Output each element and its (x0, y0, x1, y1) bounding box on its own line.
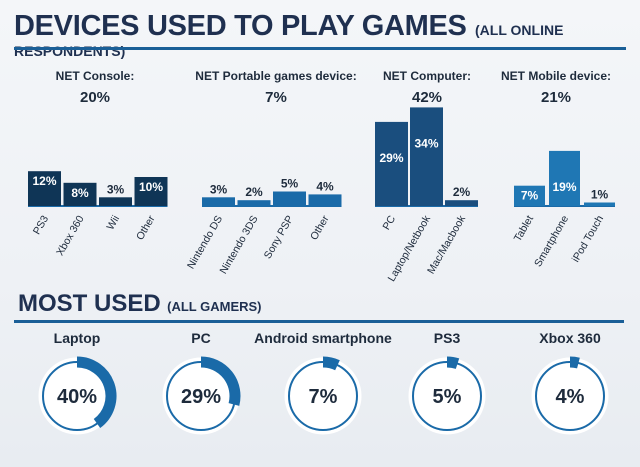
bar-value-label: 5% (281, 177, 299, 191)
group-label: NET Portable games device: (195, 69, 356, 83)
ring-arc (446, 356, 460, 369)
ring-arc (569, 356, 580, 369)
bar (514, 185, 545, 206)
bar-value-label: 4% (316, 179, 334, 193)
bar (28, 171, 61, 206)
page-title: DEVICES USED TO PLAY GAMES (14, 10, 467, 42)
group-total: 7% (265, 89, 287, 106)
ring-value-label: 5% (433, 386, 462, 408)
bar-category-label: Wii (104, 214, 122, 233)
bar (549, 150, 580, 206)
bar-value-label: 10% (139, 180, 163, 194)
ring-value-label: 40% (57, 386, 97, 408)
bar-category-label: iPod Touch (570, 213, 606, 264)
bar (445, 200, 478, 206)
ring-background (284, 357, 362, 435)
ring-label: Android smartphone (254, 330, 392, 346)
ring-background (531, 357, 609, 435)
bar-value-label: 1% (591, 188, 609, 202)
bar-value-label: 19% (552, 180, 576, 194)
group-label: NET Computer: (383, 69, 471, 83)
most-used-title: MOST USED (18, 290, 161, 317)
group-label: NET Mobile device: (501, 69, 611, 83)
group-total: 42% (412, 89, 442, 106)
bar-category-label: Other (134, 213, 158, 242)
bar-category-label: Other (308, 213, 332, 242)
ring-label: Laptop (54, 330, 101, 346)
bar (237, 200, 271, 206)
bar-category-label: Smartphone (532, 213, 571, 269)
group-label: NET Console: (56, 69, 135, 83)
bar-value-label: 7% (521, 189, 539, 203)
ring-value-label: 29% (181, 386, 221, 408)
ring-background (38, 357, 116, 435)
ring-arc (322, 356, 340, 371)
bar-value-label: 3% (210, 182, 228, 196)
bar-value-label: 2% (453, 185, 471, 199)
most-used-rule (14, 320, 624, 323)
group-baseline (202, 205, 342, 207)
bar (410, 107, 443, 206)
bar (273, 191, 306, 206)
ring-value-label: 7% (309, 386, 338, 408)
bar-value-label: 34% (414, 136, 438, 150)
bar (63, 182, 97, 206)
bar-value-label: 3% (107, 182, 125, 196)
bar (308, 194, 342, 206)
ring-value-label: 4% (556, 386, 585, 408)
ring-arc (200, 356, 241, 406)
ring-background (408, 357, 486, 435)
header-rule (14, 47, 626, 50)
ring-label: PC (191, 330, 210, 346)
most-used-subtitle: (ALL GAMERS) (167, 299, 262, 314)
ring-background (162, 357, 240, 435)
bar (202, 197, 235, 206)
bar-value-label: 2% (245, 185, 263, 199)
ring-label: Xbox 360 (539, 330, 601, 346)
bar (375, 121, 408, 206)
bar-value-label: 8% (71, 186, 89, 200)
ring-label: PS3 (434, 330, 461, 346)
bar (99, 197, 132, 206)
bar-value-label: 29% (379, 151, 403, 165)
bar-category-label: Xbox 360 (54, 213, 87, 258)
bar (584, 202, 615, 206)
group-total: 21% (541, 89, 571, 106)
group-baseline (28, 205, 168, 207)
group-total: 20% (80, 89, 110, 106)
ring-arc (76, 356, 117, 428)
bar-category-label: PS3 (31, 213, 51, 236)
bar-category-label: Nintendo DS (185, 214, 225, 272)
bar (134, 177, 168, 206)
bar-category-label: Sony PSP (262, 214, 296, 261)
most-used-header: MOST USED (ALL GAMERS) (18, 290, 262, 318)
bar-value-label: 12% (32, 174, 56, 188)
bar-category-label: Mac/Macbook (425, 213, 468, 276)
bar-category-label: PC (380, 213, 398, 232)
bar-category-label: Nintendo 3DS (218, 214, 261, 277)
bar-category-label: Tablet (512, 213, 536, 243)
